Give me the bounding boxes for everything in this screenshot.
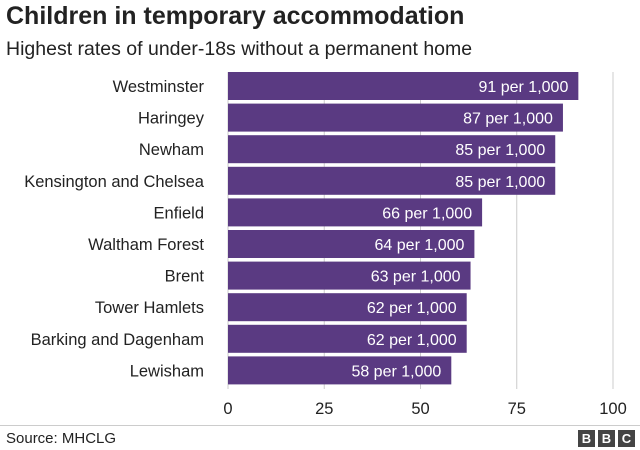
category-label-0: Westminster [113,78,205,96]
bar-7 [228,293,467,322]
x-tick-label-0: 0 [223,400,232,418]
category-label-1: Haringey [138,110,205,128]
bar-0 [228,72,579,100]
x-tick-label-1: 25 [315,400,333,418]
category-label-7: Tower Hamlets [95,299,204,317]
category-label-8: Barking and Dagenham [31,331,204,349]
bar-value-label-3: 85 per 1,000 [455,174,545,191]
bar-4 [228,198,483,227]
bar-3 [228,166,556,195]
category-label-3: Kensington and Chelsea [24,173,205,191]
bar-value-label-8: 62 per 1,000 [367,332,457,349]
bar-chart: 91 per 1,000 Westminster 87 per 1,000 Harin… [24,72,627,418]
bar-value-label-4: 66 per 1,000 [382,205,472,222]
chart-title: Children in temporary accommodation [6,2,465,30]
category-label-2: Newham [139,141,204,159]
bar-6 [228,261,471,290]
bar-value-label-1: 87 per 1,000 [463,111,553,128]
bar-1 [228,103,563,132]
bar-value-label-5: 64 per 1,000 [375,237,465,254]
logo-letter-2: B [598,430,615,447]
footer-divider [0,425,640,426]
category-label-4: Enfield [154,204,204,222]
bar-value-label-2: 85 per 1,000 [455,142,545,159]
x-tick-label-4: 100 [599,400,627,418]
source-note: Source: MHCLG [6,430,117,447]
logo-letter-1: B [578,430,595,447]
x-tick-label-3: 75 [508,400,526,418]
bar-value-label-0: 91 per 1,000 [478,79,568,96]
category-label-5: Waltham Forest [88,236,204,254]
bar-2 [228,135,556,164]
bar-8 [228,324,467,353]
x-tick-label-2: 50 [411,400,429,418]
chart-subtitle: Highest rates of under-18s without a per… [6,38,473,60]
bbc-logo: B B C [578,430,635,447]
bar-value-label-7: 62 per 1,000 [367,300,457,317]
bar-value-label-6: 63 per 1,000 [371,269,461,286]
bar-9 [228,356,452,385]
category-label-6: Brent [165,268,205,286]
bar-value-label-9: 58 per 1,000 [351,363,441,380]
bar-5 [228,230,475,258]
category-label-9: Lewisham [130,362,204,380]
logo-letter-3: C [618,430,635,447]
